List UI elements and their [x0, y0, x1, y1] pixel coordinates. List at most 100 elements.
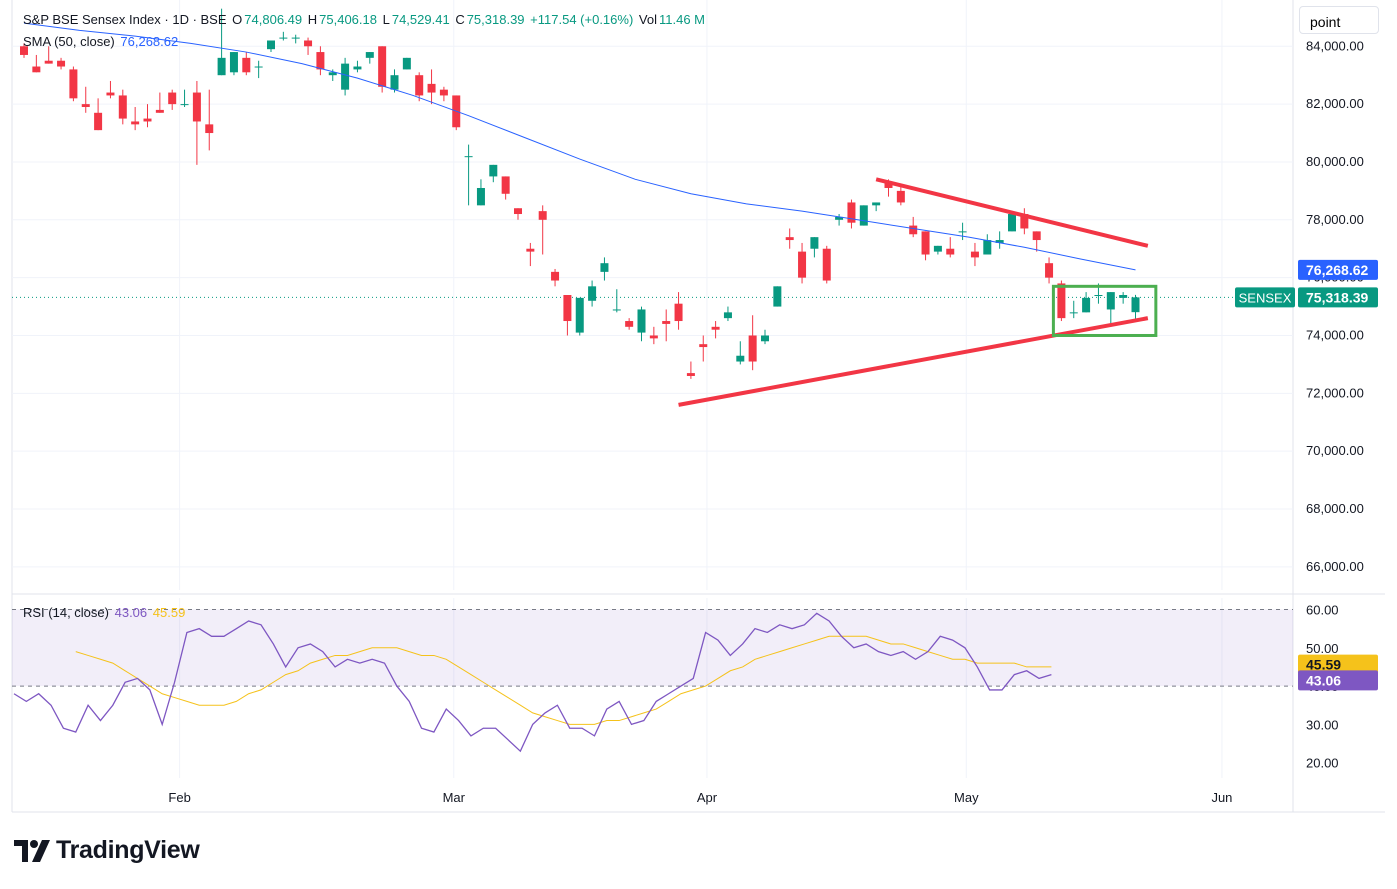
candle-body [1008, 214, 1016, 232]
candle-body [341, 63, 350, 90]
y-tick-label: 74,000.00 [1306, 327, 1364, 342]
y-tick-label: 82,000.00 [1306, 96, 1364, 111]
candle-body [402, 57, 411, 70]
x-tick-label: Mar [443, 790, 466, 805]
y-tick-label: 84,000.00 [1306, 38, 1364, 53]
rsi-y-tick-label: 60.00 [1306, 602, 1339, 617]
high-label: H [307, 12, 318, 27]
candle-body [551, 271, 560, 281]
candle-body [810, 237, 819, 249]
candle-body [773, 286, 782, 307]
rsi-label: RSI (14, close) [23, 605, 109, 620]
rsi-price-label-bg [1298, 670, 1378, 691]
volume-label: Vol [638, 12, 657, 27]
x-tick-label: May [954, 790, 979, 805]
candle-body [970, 251, 979, 258]
candle-body [94, 112, 103, 131]
y-tick-label: 80,000.00 [1306, 154, 1364, 169]
candle-body [575, 297, 584, 333]
candle-body [390, 75, 399, 90]
low-label: L [382, 12, 390, 27]
legend-main: S&P BSE Sensex Index · 1D · BSE O 74,806.… [23, 12, 707, 27]
candle-body [625, 321, 634, 327]
x-tick-label: Apr [697, 790, 718, 805]
candle-body [526, 248, 535, 252]
candle-body [328, 72, 337, 76]
y-tick-label: 72,000.00 [1306, 385, 1364, 400]
candle-body [464, 156, 473, 158]
candle-body [983, 240, 992, 255]
rsi-price-label: 43.06 [1306, 672, 1341, 688]
candle-body [736, 355, 745, 362]
candle-body [1069, 312, 1078, 314]
symbol-tag: SENSEX [1239, 290, 1292, 305]
rsi-band-fill [12, 609, 1293, 687]
candle-body [205, 124, 214, 134]
sma-line [23, 22, 1136, 271]
rsi-y-tick-label: 50.00 [1306, 641, 1339, 656]
candle-body [143, 118, 152, 122]
symbol-title: S&P BSE Sensex Index · 1D · BSE [23, 12, 227, 27]
candle-body [995, 240, 1004, 243]
candle-body [662, 321, 671, 324]
candle-body [291, 37, 300, 39]
rsi-ma-price-label-bg [1298, 654, 1378, 675]
candle-body [612, 309, 621, 311]
high-value: 75,406.18 [319, 12, 377, 27]
candle-body [699, 344, 708, 348]
candle-body [20, 46, 28, 55]
candle-body [514, 208, 522, 215]
candle-body [798, 251, 807, 278]
rsi-y-tick-label: 20.00 [1306, 756, 1339, 771]
candle-body [649, 335, 658, 339]
rsi-y-tick-label: 30.00 [1306, 717, 1339, 732]
candle-body [81, 104, 90, 108]
candle-body [538, 211, 547, 220]
legend-rsi: RSI (14, close) 43.06 45.59 [23, 605, 187, 620]
tradingview-logo-icon [14, 839, 50, 862]
candle-body [168, 92, 177, 105]
candle-body [1082, 297, 1091, 313]
sma-label: SMA (50, close) [23, 34, 115, 49]
scale-mode-button[interactable]: point [1299, 6, 1379, 34]
last-price-label-bg [1298, 287, 1378, 308]
candle-body [921, 231, 930, 255]
candle-body [933, 245, 942, 252]
candle-body [57, 60, 66, 67]
candle-body [835, 216, 844, 220]
candle-body [118, 95, 127, 119]
close-value: 75,318.39 [466, 12, 525, 27]
sma-value: 76,268.62 [120, 34, 179, 49]
candle-body [242, 57, 251, 73]
volume-value: 11.46 M [659, 12, 706, 27]
low-value: 74,529.41 [391, 12, 450, 27]
candle-body [32, 66, 41, 73]
rsi-line [13, 612, 1052, 753]
y-tick-label: 70,000.00 [1306, 443, 1364, 458]
candle-body [1045, 263, 1054, 278]
candle-body [723, 312, 732, 319]
candle-body [711, 326, 720, 330]
tradingview-logo[interactable]: TradingView [14, 836, 200, 865]
candle-body [872, 202, 881, 206]
candle-body [69, 69, 78, 99]
candle-body [761, 335, 769, 342]
candle-body [415, 75, 424, 96]
candle-body [859, 205, 868, 226]
candle-body [180, 104, 189, 106]
candle-body [896, 190, 905, 203]
candle-body [909, 225, 918, 235]
candle-body [106, 92, 115, 96]
candle-body [785, 237, 794, 241]
rsi-ma-value: 45.59 [152, 605, 186, 620]
candle-body [884, 182, 893, 188]
candle-body [217, 57, 226, 76]
candle-body [279, 37, 288, 39]
candle-body [192, 92, 201, 122]
close-label: C [455, 12, 465, 27]
candle-body [1131, 297, 1140, 313]
candle-body [958, 231, 967, 233]
candle-body [1094, 295, 1103, 296]
candle-body [1106, 292, 1115, 310]
